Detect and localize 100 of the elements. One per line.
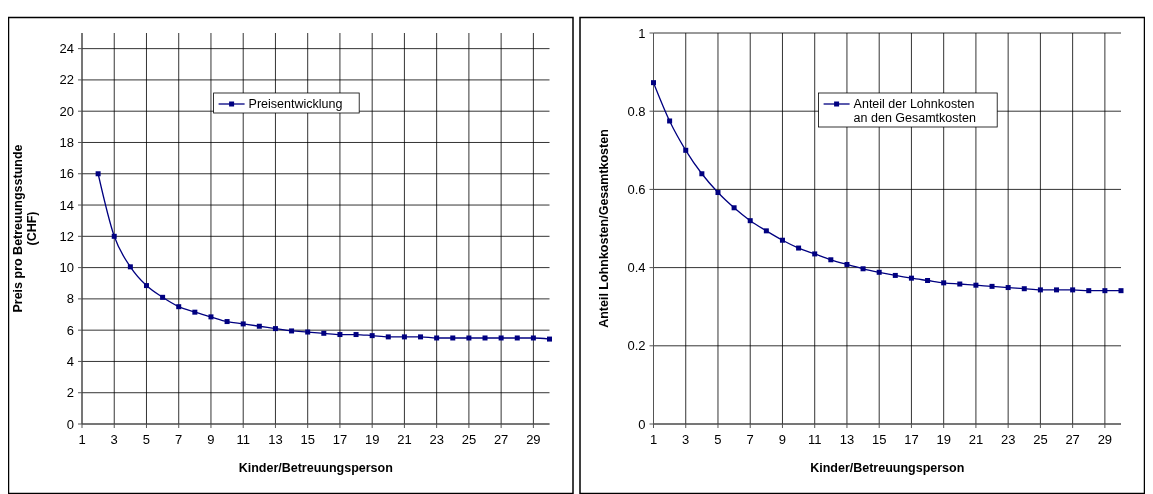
point	[514, 335, 520, 341]
x-tick-label: 13	[839, 432, 855, 447]
point	[876, 269, 882, 275]
point	[908, 275, 914, 281]
point	[498, 335, 504, 341]
y-tick-label: 16	[59, 166, 74, 182]
point	[651, 80, 656, 86]
x-tick-label: 7	[175, 432, 183, 447]
x-tick-label: 17	[904, 432, 919, 447]
x-tick-label: 7	[746, 432, 754, 447]
x-tick-label: 19	[364, 432, 380, 447]
x-tick-label: 11	[807, 432, 822, 447]
x-tick-label: 5	[142, 432, 151, 447]
x-tick-label: 15	[871, 432, 887, 447]
y-tick-label: 22	[59, 72, 74, 88]
y-tick-label: 8	[66, 291, 74, 307]
point	[450, 335, 456, 341]
point	[1054, 287, 1060, 293]
x-tick-label: 25	[1033, 432, 1048, 447]
x-tick-label: 23	[1000, 432, 1016, 447]
y-tick-label: 0.2	[627, 338, 646, 354]
point	[1118, 288, 1124, 294]
point	[369, 333, 375, 339]
point	[95, 171, 101, 177]
point	[989, 283, 995, 289]
y-tick-label: 24	[59, 41, 74, 57]
x-tick-label: 21	[968, 432, 984, 447]
point	[699, 171, 705, 177]
point	[321, 330, 327, 336]
point	[401, 334, 407, 340]
y-tick-label: 4	[66, 353, 74, 369]
y-tick-label: 1	[638, 25, 646, 41]
y-tick-label: 10	[59, 260, 74, 276]
y-tick-label: 18	[59, 135, 74, 151]
x-tick-label: 29	[1097, 432, 1113, 447]
point	[683, 147, 689, 153]
y-tick-label: 12	[59, 228, 74, 244]
point	[812, 251, 818, 257]
point	[385, 334, 391, 340]
point	[305, 329, 311, 335]
x-tick-label: 5	[714, 432, 722, 447]
x-tick-label: 17	[332, 432, 348, 447]
x-tick-label: 11	[236, 432, 250, 447]
point	[715, 190, 721, 196]
y-tick-label: 6	[66, 322, 74, 338]
legend-label: Preisentwicklung	[248, 97, 343, 111]
x-tick-label: 21	[397, 432, 412, 447]
point	[731, 205, 737, 211]
y-tick-label: 0.8	[627, 103, 646, 119]
x-tick-label: 25	[461, 432, 477, 447]
point	[353, 332, 359, 338]
point	[224, 319, 230, 325]
point	[530, 335, 536, 341]
y-tick-label: 0.4	[627, 260, 646, 276]
point	[1102, 288, 1108, 294]
point	[418, 334, 424, 340]
x-tick-label: 23	[429, 432, 444, 447]
point	[667, 118, 673, 124]
point	[747, 218, 753, 224]
x-tick-label: 1	[649, 432, 658, 447]
x-tick-label: 13	[268, 432, 283, 447]
point	[1005, 285, 1011, 291]
y-tick-label: 0.6	[627, 181, 646, 197]
x-tick-label: 3	[682, 432, 690, 447]
x-tick-label: 27	[493, 432, 509, 447]
y-axis-title: Preis pro Betreuungsstunde (CHF)	[11, 144, 39, 313]
point	[434, 335, 440, 341]
point	[779, 237, 785, 243]
point	[763, 228, 769, 234]
x-tick-label: 3	[110, 432, 118, 447]
point	[925, 278, 931, 283]
point	[1037, 287, 1043, 293]
point	[482, 335, 488, 341]
point	[143, 283, 149, 289]
x-tick-label: 9	[207, 432, 215, 447]
point	[973, 282, 979, 288]
point	[1086, 288, 1092, 294]
point	[289, 328, 295, 334]
point	[1021, 286, 1027, 292]
y-tick-label: 2	[66, 385, 74, 401]
x-tick-label: 29	[526, 432, 541, 447]
point	[127, 264, 133, 270]
y-tick-label: 0	[66, 416, 74, 432]
point	[256, 323, 262, 329]
y-tick-label: 14	[59, 197, 74, 213]
x-tick-label: 27	[1065, 432, 1080, 447]
y-axis-title: Anteil Lohnkosten/Gesamtkosten	[596, 129, 611, 328]
point	[844, 261, 850, 267]
point	[240, 321, 246, 327]
x-axis-title: Kinder/Betreuungsperson	[810, 461, 965, 475]
y-tick-label: 20	[59, 103, 74, 119]
x-tick-label: 15	[300, 432, 315, 447]
point	[192, 309, 198, 315]
point	[892, 272, 898, 278]
point	[272, 326, 278, 332]
x-axis-title: Kinder/Betreuungsperson	[238, 461, 393, 475]
point	[957, 281, 963, 287]
x-tick-label: 1	[78, 432, 86, 447]
point	[1070, 287, 1076, 293]
x-tick-label: 19	[936, 432, 951, 447]
